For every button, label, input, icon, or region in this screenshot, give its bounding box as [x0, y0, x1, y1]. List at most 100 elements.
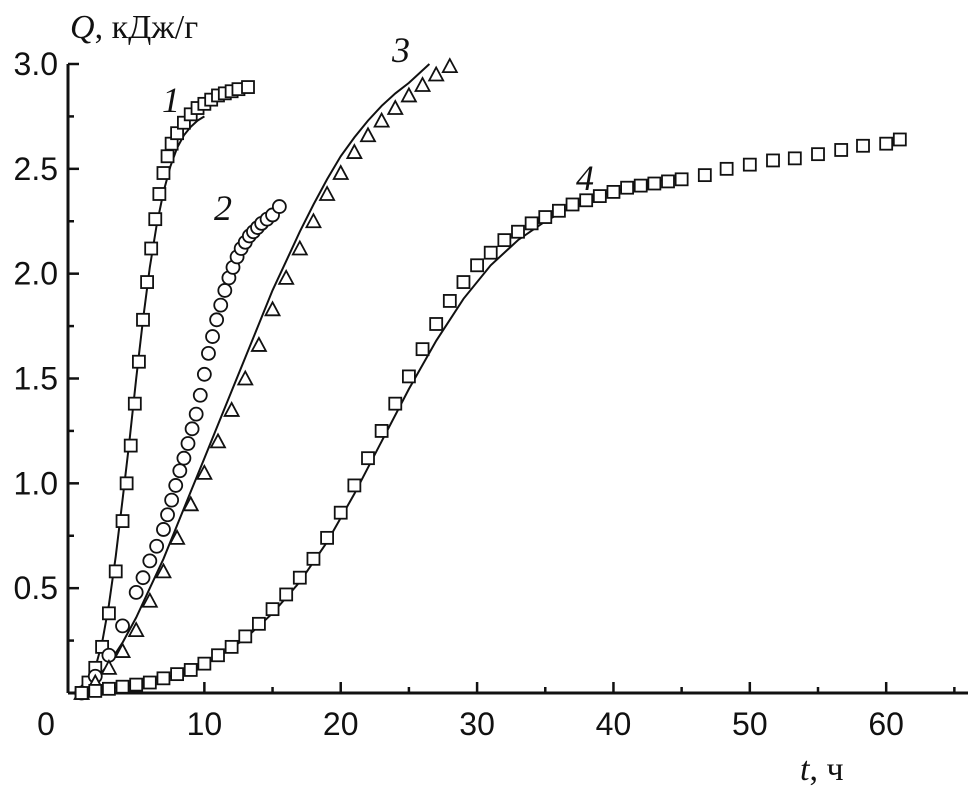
data-point-3 — [264, 300, 282, 317]
data-point-4 — [211, 648, 225, 663]
data-point-2 — [142, 553, 158, 569]
data-point-4 — [102, 681, 116, 696]
data-point-4 — [787, 151, 802, 166]
data-point-2 — [128, 584, 144, 600]
x-tick-label: 10 — [187, 706, 223, 742]
data-point-4 — [333, 505, 348, 520]
data-point-4 — [483, 245, 498, 260]
data-point-2 — [209, 312, 225, 328]
data-point-4 — [766, 153, 780, 168]
x-tick-label: 30 — [459, 706, 495, 742]
data-point-3 — [154, 562, 172, 579]
x-tick-label: 20 — [323, 706, 359, 742]
data-point-4 — [633, 178, 648, 193]
data-point-4 — [811, 147, 825, 162]
data-point-2 — [192, 387, 208, 403]
data-point-4 — [879, 136, 894, 151]
data-point-3 — [100, 658, 118, 675]
data-point-4 — [306, 551, 321, 566]
data-point-4 — [892, 132, 907, 147]
data-point-2 — [135, 570, 151, 586]
data-point-1 — [136, 312, 150, 327]
series-label-1: 1 — [162, 80, 180, 120]
data-point-4 — [388, 396, 403, 411]
data-point-4 — [74, 686, 89, 700]
data-point-4 — [183, 663, 198, 677]
data-point-3 — [236, 369, 254, 386]
data-point-4 — [429, 317, 444, 331]
data-point-4 — [719, 161, 734, 176]
ticks: 0 10 20 30 40 50 60 0.5 1.0 1.5 2.0 2.5 3.0 — [14, 46, 956, 742]
data-point-4 — [579, 193, 594, 208]
data-point-1 — [144, 241, 159, 256]
data-point-4 — [292, 570, 307, 585]
data-point-3 — [359, 126, 377, 143]
series-labels: 1 2 3 4 — [162, 30, 594, 228]
y-axis-title: Q, кДж/г — [70, 9, 198, 46]
data-point-1 — [160, 149, 175, 164]
data-point-3 — [209, 432, 227, 449]
data-point-1 — [115, 514, 130, 528]
data-point-4 — [170, 667, 184, 682]
data-point-1 — [127, 396, 142, 411]
data-point-1 — [119, 476, 134, 491]
data-point-2 — [149, 538, 165, 554]
x-tick-label: 40 — [596, 706, 632, 742]
data-point-4 — [115, 679, 130, 694]
data-point-2 — [156, 522, 171, 537]
data-point-4 — [565, 197, 580, 212]
data-point-2 — [205, 329, 220, 344]
data-point-3 — [182, 495, 200, 512]
data-point-3 — [195, 463, 213, 480]
y-axis-variable: Q — [70, 9, 95, 46]
data-point-4 — [224, 639, 239, 654]
data-point-4 — [265, 602, 280, 617]
x-axis-unit: , ч — [809, 751, 843, 788]
data-point-4 — [470, 258, 484, 273]
x-tick-label: 60 — [868, 706, 904, 742]
data-point-4 — [252, 616, 266, 631]
y-axis-unit: , кДж/г — [95, 9, 199, 46]
data-point-4 — [606, 184, 621, 199]
y-tick-label: 2.0 — [14, 256, 58, 292]
data-point-3 — [168, 528, 186, 545]
data-point-4 — [647, 176, 662, 191]
fit-line-3 — [80, 63, 431, 694]
y-tick-label: 1.0 — [14, 465, 58, 501]
data-point-4 — [361, 451, 375, 466]
data-point-1 — [123, 438, 138, 453]
data-point-3 — [250, 336, 268, 352]
data-point-4 — [402, 369, 416, 384]
data-point-3 — [441, 57, 459, 73]
data-point-2 — [196, 366, 212, 382]
data-point-2 — [217, 283, 233, 298]
data-point-3 — [400, 86, 418, 103]
data-point-4 — [129, 677, 144, 692]
series-label-4: 4 — [576, 158, 594, 198]
data-point-1 — [152, 187, 167, 201]
data-point-2 — [184, 421, 200, 437]
data-point-4 — [347, 478, 362, 493]
data-point-3 — [114, 642, 132, 658]
data-point-3 — [304, 212, 322, 229]
data-point-4 — [456, 275, 471, 289]
data-point-4 — [661, 174, 675, 189]
series-label-3: 3 — [391, 30, 410, 70]
data-point-1 — [102, 606, 116, 621]
data-point-4 — [538, 210, 553, 224]
data-point-3 — [141, 591, 159, 608]
data-point-4 — [374, 424, 389, 438]
data-point-1 — [132, 354, 146, 369]
x-tick-label: 0 — [37, 706, 55, 742]
x-axis-title: t, ч — [800, 751, 844, 788]
data-point-3 — [223, 401, 241, 417]
data-point-4 — [142, 675, 157, 690]
y-tick-label: 3.0 — [14, 46, 58, 82]
data-point-3 — [318, 185, 336, 201]
data-point-4 — [524, 216, 539, 231]
data-point-1 — [241, 80, 255, 94]
data-point-3 — [332, 164, 350, 180]
data-point-2 — [160, 507, 175, 523]
data-point-2 — [164, 492, 180, 508]
